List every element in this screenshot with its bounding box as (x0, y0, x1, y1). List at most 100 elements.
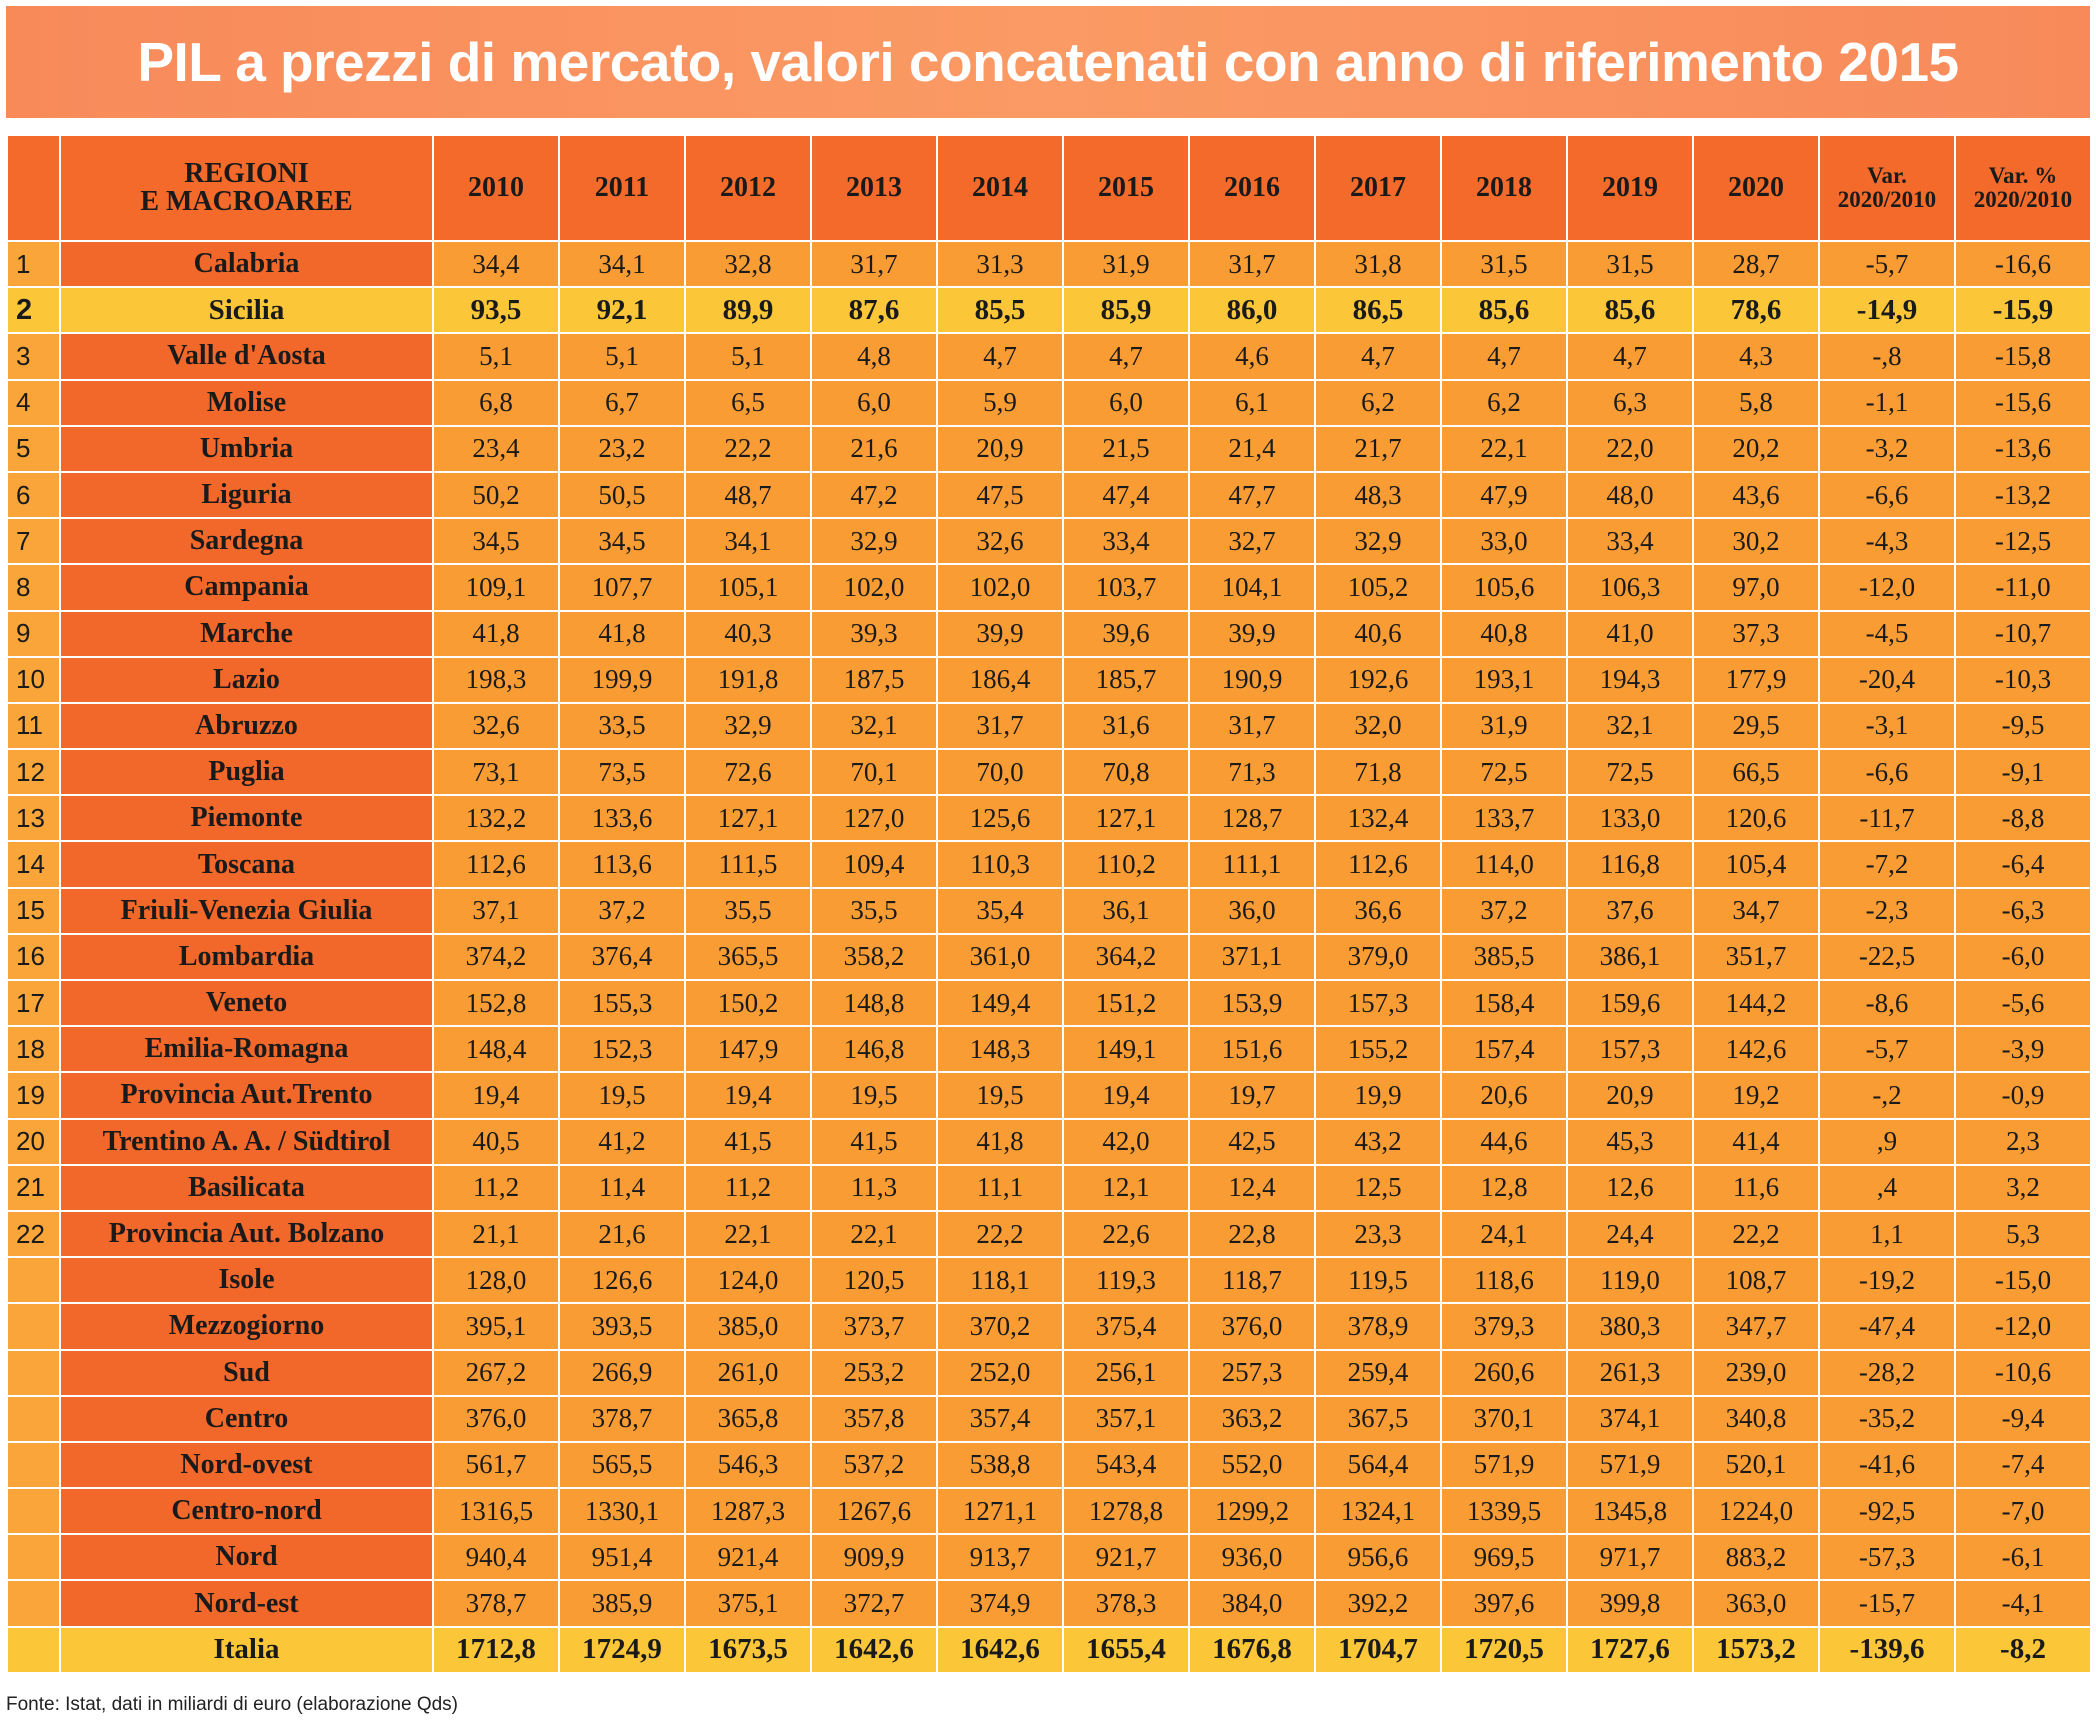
value-cell: 12,5 (1314, 1163, 1442, 1212)
value-cell: 11,1 (936, 1163, 1064, 1212)
value-cell: 1330,1 (558, 1487, 686, 1536)
value-cell: 520,1 (1692, 1440, 1820, 1490)
table-row: Nord 940,4 951,4 921,4 909,9 913,7 921,7 936,0 9… (6, 1533, 2092, 1582)
table-row: 14 Toscana 112,6 113,6 111,5 109,4 110,3 110,2 1… (6, 840, 2092, 889)
table-row: 4 Molise 6,8 6,7 6,5 6,0 5,9 6,0 6,1 6,2 6,2 6,3 5,8… (6, 378, 2092, 427)
value-cell: 103,7 (1062, 563, 1190, 612)
value-cell: 921,4 (684, 1533, 812, 1582)
value-cell: 33,5 (558, 701, 686, 751)
value-cell: 48,3 (1314, 470, 1442, 520)
value-cell: 116,8 (1566, 840, 1694, 889)
value-cell: 266,9 (558, 1348, 686, 1397)
value-cell: 119,3 (1062, 1256, 1190, 1305)
header-column: 2018 (1440, 134, 1568, 242)
value-cell: 148,4 (432, 1025, 560, 1074)
value-cell: 86,0 (1188, 286, 1316, 335)
value-cell: 12,4 (1188, 1163, 1316, 1212)
value-cell: -3,1 (1818, 701, 1956, 751)
value-cell: 1720,5 (1440, 1625, 1568, 1674)
value-cell: 125,6 (936, 794, 1064, 843)
header-column: 2010 (432, 134, 560, 242)
value-cell: 85,9 (1062, 286, 1190, 335)
value-cell: 85,5 (936, 286, 1064, 335)
value-cell: -12,0 (1818, 563, 1956, 612)
value-cell: 22,1 (684, 1209, 812, 1259)
table-row: 8 Campania 109,1 107,7 105,1 102,0 102,0 103,7 1… (6, 563, 2092, 612)
value-cell: 31,3 (936, 239, 1064, 289)
value-cell: 133,7 (1440, 794, 1568, 843)
value-cell: 393,5 (558, 1302, 686, 1351)
value-cell: 378,7 (432, 1579, 560, 1628)
value-cell: 21,7 (1314, 424, 1442, 473)
value-cell: 31,9 (1062, 239, 1190, 289)
value-cell: 378,9 (1314, 1302, 1442, 1351)
value-cell: 940,4 (432, 1533, 560, 1582)
value-cell: 1278,8 (1062, 1487, 1190, 1536)
value-cell: -,8 (1818, 332, 1956, 381)
value-cell: 376,0 (432, 1394, 560, 1443)
value-cell: 144,2 (1692, 978, 1820, 1028)
region-name: Emilia-Romagna (59, 1025, 434, 1074)
value-cell: 22,1 (810, 1209, 938, 1259)
value-cell: 385,5 (1440, 932, 1568, 982)
region-name: Lombardia (59, 932, 434, 982)
value-cell: 127,1 (684, 794, 812, 843)
row-index (6, 1348, 61, 1397)
value-cell: 909,9 (810, 1533, 938, 1582)
table-row: Nord-ovest 561,7 565,5 546,3 537,2 538,8 543,4… (6, 1440, 2092, 1490)
value-cell: 971,7 (1566, 1533, 1694, 1582)
value-cell: 36,0 (1188, 886, 1316, 935)
value-cell: 42,5 (1188, 1117, 1316, 1166)
region-name: Friuli-Venezia Giulia (59, 886, 434, 935)
value-cell: 149,1 (1062, 1025, 1190, 1074)
value-cell: 378,7 (558, 1394, 686, 1443)
header-column: 2016 (1188, 134, 1316, 242)
value-cell: 40,5 (432, 1117, 560, 1166)
value-cell: 379,0 (1314, 932, 1442, 982)
value-cell: 37,2 (1440, 886, 1568, 935)
table-row: 2 Sicilia 93,5 92,1 89,9 87,6 85,5 85,9 86,0 86,5… (6, 286, 2092, 335)
value-cell: 2,3 (1954, 1117, 2092, 1166)
value-cell: 118,7 (1188, 1256, 1316, 1305)
value-cell: 152,8 (432, 978, 560, 1028)
value-cell: -,2 (1818, 1071, 1956, 1120)
value-cell: 32,1 (810, 701, 938, 751)
value-cell: -47,4 (1818, 1302, 1956, 1351)
value-cell: 39,9 (1188, 609, 1316, 658)
value-cell: 32,9 (810, 517, 938, 566)
value-cell: 1271,1 (936, 1487, 1064, 1536)
table-row: Isole 128,0 126,6 124,0 120,5 118,1 119,3 118,7… (6, 1256, 2092, 1305)
value-cell: 6,7 (558, 378, 686, 427)
value-cell: 157,3 (1566, 1025, 1694, 1074)
value-cell: 23,2 (558, 424, 686, 473)
value-cell: -8,6 (1818, 978, 1956, 1028)
value-cell: 22,6 (1062, 1209, 1190, 1259)
value-cell: 376,0 (1188, 1302, 1316, 1351)
value-cell: 185,7 (1062, 655, 1190, 704)
table-row: 9 Marche 41,8 41,8 40,3 39,3 39,9 39,6 39,9 40,6 4… (6, 609, 2092, 658)
table-header-row: REGIONI E MACROAREE 2010 2011 2012 2013 2014 20… (6, 134, 2092, 242)
row-index: 21 (6, 1163, 61, 1212)
region-name: Isole (59, 1256, 434, 1305)
value-cell: 194,3 (1566, 655, 1694, 704)
value-cell: -10,6 (1954, 1348, 2092, 1397)
value-cell: 124,0 (684, 1256, 812, 1305)
value-cell: 31,7 (1188, 239, 1316, 289)
value-cell: 6,0 (810, 378, 938, 427)
value-cell: 399,8 (1566, 1579, 1694, 1628)
region-name: Mezzogiorno (59, 1302, 434, 1351)
value-cell: 110,3 (936, 840, 1064, 889)
value-cell: 32,8 (684, 239, 812, 289)
value-cell: 119,5 (1314, 1256, 1442, 1305)
header-column: 2011 (558, 134, 686, 242)
value-cell: 157,3 (1314, 978, 1442, 1028)
value-cell: 34,1 (684, 517, 812, 566)
value-cell: 261,3 (1566, 1348, 1694, 1397)
header-column: 2012 (684, 134, 812, 242)
value-cell: 31,7 (810, 239, 938, 289)
table-row: 19 Provincia Aut.Trento 19,4 19,5 19,4 19,5 19… (6, 1071, 2092, 1120)
row-index: 12 (6, 748, 61, 797)
value-cell: 45,3 (1566, 1117, 1694, 1166)
region-name: Sicilia (59, 286, 434, 335)
value-cell: 374,9 (936, 1579, 1064, 1628)
